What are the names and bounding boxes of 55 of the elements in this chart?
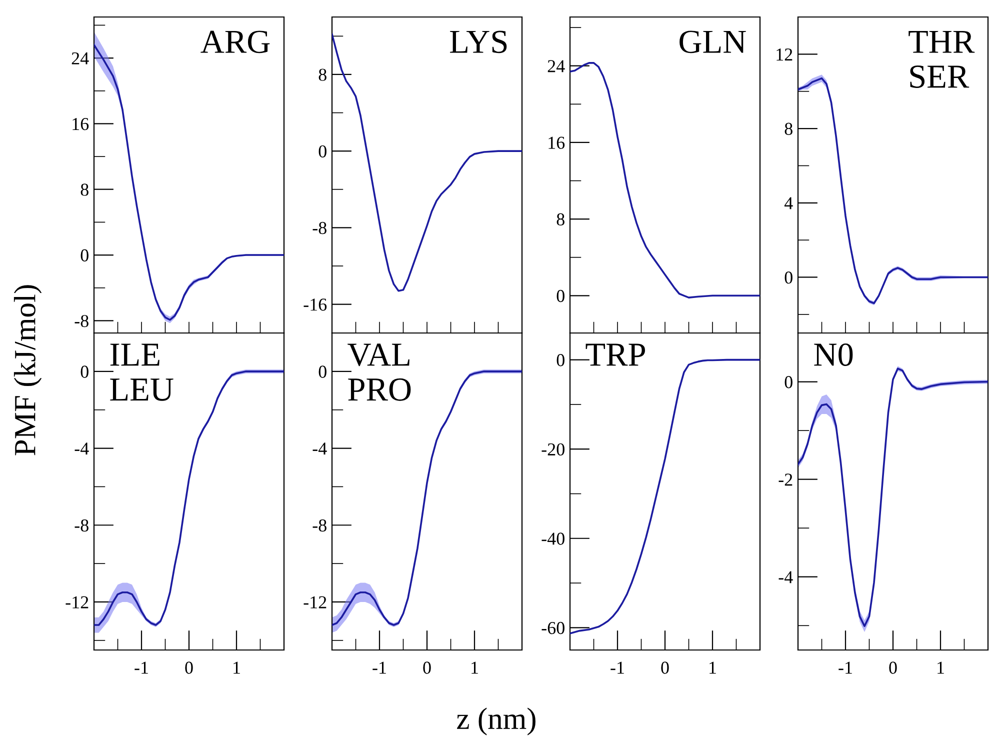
y-tick-label: 0	[318, 145, 326, 158]
y-tick-label: -4	[312, 442, 327, 455]
text: ILE LEU	[110, 344, 174, 401]
y-tick-label: -8	[74, 314, 88, 328]
y-tick-label: 16	[72, 118, 89, 130]
x-tick-label: -1	[372, 662, 386, 674]
chart-title: ARG	[200, 30, 270, 54]
y-tick-label: 8	[556, 213, 564, 226]
chart-title: N0	[814, 343, 853, 366]
y-tick-label: -4	[778, 571, 793, 584]
y-tick-label: 24	[548, 60, 565, 72]
y-tick-label: 8	[784, 122, 792, 135]
y-tick-label: 0	[556, 354, 564, 366]
text: THR SER	[908, 30, 975, 88]
y-tick-label: 4	[784, 197, 793, 210]
x-tick-label: 0	[185, 662, 193, 674]
y-tick-label: -40	[542, 532, 564, 545]
x-tick-label: 1	[710, 662, 716, 674]
y-tick-label: 12	[776, 48, 792, 60]
y-tick-label: -8	[312, 519, 326, 532]
y-tick-label: 0	[784, 376, 792, 388]
y-tick-label: 0	[318, 366, 326, 378]
y-tick-label: 24	[72, 52, 89, 64]
y-tick-label: -60	[542, 622, 564, 634]
x-tick-label: 0	[423, 662, 431, 674]
x-tick-label: -1	[134, 662, 148, 674]
x-tick-label: 1	[234, 662, 240, 674]
y-tick-label: 8	[80, 184, 88, 196]
line-series	[570, 62, 760, 298]
x-axis-title: z (nm)	[457, 708, 536, 736]
y-tick-label: 0	[80, 249, 88, 262]
x-tick-label: 0	[661, 662, 669, 674]
x-tick-label: 1	[472, 662, 478, 674]
chart-title: LYS	[450, 30, 507, 54]
y-tick-label: -2	[778, 474, 792, 486]
text: VAL PRO	[348, 344, 411, 401]
y-tick-label: 16	[548, 136, 565, 149]
y-tick-label: -16	[304, 298, 327, 311]
y-tick-label: -12	[66, 596, 88, 608]
x-tick-label: 0	[889, 662, 897, 674]
y-tick-label: -8	[74, 519, 88, 532]
y-tick-label: 8	[318, 68, 326, 81]
y-tick-label: 0	[784, 271, 792, 284]
x-tick-label: -1	[838, 662, 852, 674]
y-axis-title: PMF (kJ/mol)	[14, 285, 42, 456]
x-tick-label: 1	[938, 662, 944, 674]
chart-title: TRP	[586, 344, 645, 366]
x-tick-label: -1	[610, 662, 624, 674]
y-tick-label: 0	[556, 290, 564, 302]
y-tick-label: -20	[542, 443, 564, 456]
y-tick-label: -4	[74, 442, 89, 455]
y-tick-label: -8	[312, 222, 326, 234]
chart-title: GLN	[680, 30, 746, 54]
y-tick-label: 0	[80, 366, 88, 378]
y-tick-label: -12	[304, 596, 326, 608]
